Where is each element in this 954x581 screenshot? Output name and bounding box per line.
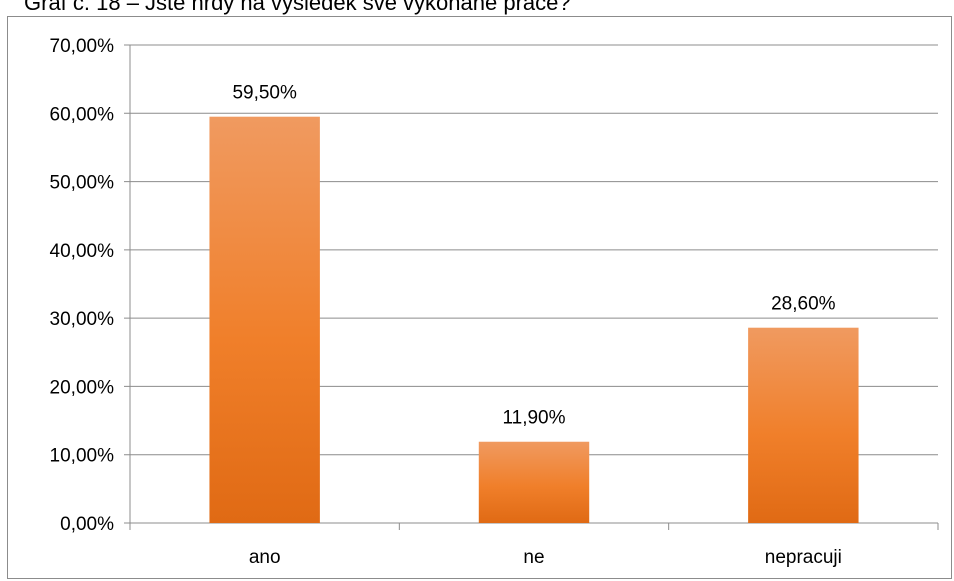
data-label-ano: 59,50% [232,83,297,104]
bars [209,117,858,523]
y-tick-label: 40,00% [50,241,115,262]
x-tick-label-nepracuji: nepracuji [765,547,842,568]
data-label-nepracuji: 28,60% [771,294,836,315]
y-tick-label: 20,00% [50,377,115,398]
y-tick-label: 50,00% [50,173,115,194]
bar-nepracuji [748,328,858,523]
y-tick-label: 10,00% [50,446,115,467]
bar-ano [209,117,319,523]
y-axis-ticks: 0,00% 10,00% 20,00% 30,00% 40,00% 50,00% 60,00… [50,36,115,535]
y-tick-label: 30,00% [50,309,115,330]
x-tick-label-ne: ne [523,547,544,568]
y-tick-label: 70,00% [50,36,115,57]
y-tick-label: 0,00% [60,514,114,535]
bar-ne [479,442,589,523]
x-axis-ticks: ano ne nepracuji [249,547,842,568]
data-labels: 59,50% 11,90% 28,60% [232,83,835,429]
x-tick-label-ano: ano [249,547,281,568]
data-label-ne: 11,90% [502,408,565,429]
y-tick-label: 60,00% [50,104,115,125]
